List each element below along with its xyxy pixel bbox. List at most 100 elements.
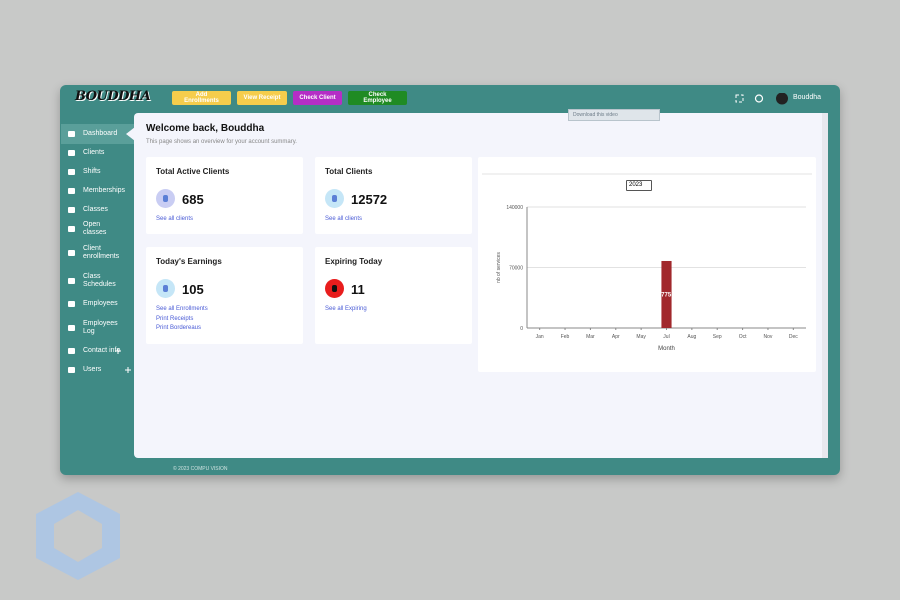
- icon-glyph: [332, 285, 337, 292]
- card-title: Total Clients: [325, 167, 373, 176]
- year-select[interactable]: 2023: [626, 180, 652, 191]
- sidebar-item[interactable]: Classes: [68, 200, 125, 220]
- sidebar-item[interactable]: Users: [68, 360, 131, 380]
- card-link[interactable]: Print Receipts: [156, 315, 194, 322]
- card-icon: [325, 189, 344, 208]
- y-tick-label: 0: [520, 326, 523, 332]
- chart-card: 2023 0 70000 140000 nb of services Month Jan Fe…: [478, 157, 816, 372]
- card-title: Expiring Today: [325, 257, 383, 266]
- sidebar-label: Classes: [83, 206, 108, 213]
- x-tick-label: Jan: [536, 334, 544, 340]
- watermark-logo: [36, 492, 120, 580]
- fullscreen-icon[interactable]: [735, 94, 744, 103]
- x-axis-label: Month: [658, 346, 675, 352]
- card-icon: [156, 189, 175, 208]
- card-icon: [325, 279, 344, 298]
- video-overlay[interactable]: Download this video: [568, 109, 660, 121]
- icon-glyph: [163, 195, 168, 202]
- x-tick-label: Dec: [789, 334, 798, 340]
- sidebar-label: Client enrollments: [83, 245, 120, 260]
- sidebar-label: Contact info: [83, 347, 121, 354]
- sidebar-label: Open classes: [83, 221, 107, 236]
- settings-icon[interactable]: [754, 94, 764, 103]
- active-item-bg: [61, 124, 134, 144]
- sidebar-item[interactable]: Client enrollments: [68, 243, 125, 263]
- sidebar-icon: [68, 169, 75, 175]
- sidebar-icon: [68, 367, 75, 373]
- sidebar-icon: [68, 226, 75, 232]
- card-title: Today's Earnings: [156, 257, 222, 266]
- header-button[interactable]: View Receipt: [237, 91, 287, 105]
- sidebar-item[interactable]: Shifts: [68, 162, 125, 182]
- card-link[interactable]: See all clients: [325, 216, 363, 222]
- stat-card: Expiring Today 11 See all Expiring: [315, 247, 472, 344]
- sidebar-item[interactable]: Contact info: [68, 341, 121, 361]
- year-text: 2023: [629, 182, 643, 188]
- user-menu[interactable]: Bouddha: [793, 94, 822, 101]
- card-value: 685: [182, 192, 204, 207]
- x-tick-label: May: [636, 334, 646, 340]
- sidebar-icon: [68, 207, 75, 213]
- x-tick-label: Mar: [586, 334, 595, 340]
- header-button[interactable]: Add Enrollments: [172, 91, 231, 105]
- sidebar-label: Clients: [83, 149, 105, 156]
- welcome-subtitle: This page shows an overview for your acc…: [146, 139, 297, 145]
- icon-glyph: [332, 195, 337, 202]
- sidebar-item[interactable]: Dashboard: [68, 124, 125, 144]
- card-icon: [156, 279, 175, 298]
- sidebar-item[interactable]: Open classes: [68, 219, 125, 239]
- scrollbar[interactable]: [822, 113, 828, 458]
- brand-logo[interactable]: BOUDDHA: [75, 89, 151, 104]
- sidebar-label: Class Schedules: [83, 273, 116, 288]
- sidebar-label: Users: [83, 366, 102, 373]
- sidebar-icon: [68, 188, 75, 194]
- sidebar-icon: [68, 278, 75, 284]
- chart: 0 70000 140000 nb of services Month Jan Feb Mar…: [482, 173, 812, 352]
- bar-value-label: 77550: [661, 292, 678, 298]
- y-tick-label: 70000: [509, 266, 523, 272]
- y-tick-label: 140000: [506, 205, 523, 211]
- stat-card: Total Clients 12572 See all clients: [315, 157, 472, 234]
- footer: © 2023 COMPU VISION: [173, 466, 228, 472]
- header-button[interactable]: Check Client: [293, 91, 342, 105]
- card-link[interactable]: Print Bordereaus: [156, 325, 202, 331]
- card-link[interactable]: See all Expiring: [325, 306, 367, 312]
- x-tick-label: Feb: [561, 334, 570, 340]
- x-tick-label: Jul: [663, 334, 669, 340]
- sidebar-label: Dashboard: [83, 130, 118, 137]
- sidebar-item[interactable]: Class Schedules: [68, 271, 125, 291]
- plus: [115, 348, 121, 354]
- avatar[interactable]: [776, 93, 788, 105]
- card-value: 12572: [351, 192, 388, 207]
- sidebar-icon: [68, 325, 75, 331]
- card-title: Total Active Clients: [156, 167, 230, 176]
- x-tick-label: Nov: [764, 334, 773, 340]
- card-link[interactable]: See all Enrollments: [156, 306, 208, 312]
- bar: [661, 260, 672, 328]
- sidebar-icon: [68, 250, 75, 256]
- expand-icon: [125, 367, 131, 373]
- sidebar-item[interactable]: Clients: [68, 143, 125, 163]
- header-button[interactable]: Check Employee: [348, 91, 407, 105]
- active-notch: [126, 127, 135, 141]
- card-value: 105: [182, 282, 204, 297]
- welcome-title: Welcome back, Bouddha: [146, 123, 265, 134]
- sidebar-item[interactable]: Memberships: [68, 181, 125, 201]
- x-tick-label: Oct: [739, 334, 747, 340]
- card-link[interactable]: See all clients: [156, 216, 194, 222]
- header-icons: [735, 93, 788, 105]
- sidebar-icon: [68, 301, 75, 307]
- sidebar-icon: [68, 131, 75, 137]
- overlay-text: Download this video: [573, 112, 618, 118]
- x-tick-label: Aug: [687, 334, 696, 340]
- sidebar-label: Employees Log: [83, 320, 118, 335]
- sidebar-label: Memberships: [83, 187, 126, 194]
- x-tick-label: Sep: [713, 334, 722, 340]
- y-axis-label: nb of services: [496, 252, 502, 283]
- sidebar-item[interactable]: Employees Log: [68, 318, 125, 338]
- expand-icon: [115, 348, 121, 354]
- sidebar-item[interactable]: Employees: [68, 294, 125, 314]
- sidebar-label: Shifts: [83, 168, 101, 175]
- stat-card: Total Active Clients 685 See all clients: [146, 157, 303, 234]
